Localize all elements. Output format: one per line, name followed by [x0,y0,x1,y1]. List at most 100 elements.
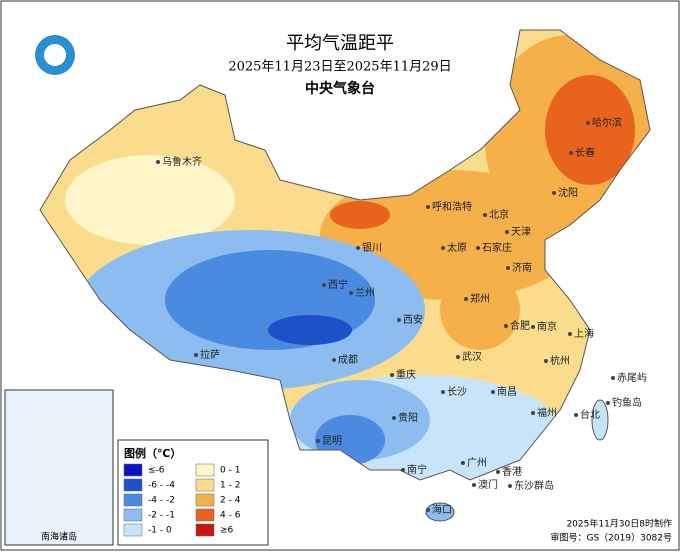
footer-approval: 审图号：GS（2019）3082号 [551,532,673,544]
legend-label: ≥6 [220,526,234,536]
title: 平均气温距平 [286,33,394,54]
subtitle: 2025年11月23日至2025年11月29日 [228,60,451,75]
legend-label: ≤-6 [148,466,165,476]
city-dot [483,213,487,217]
city-label: 西宁 [328,278,348,291]
city-label: 上海 [574,327,594,340]
city-dot [461,461,465,465]
city-label: 兰州 [355,286,375,299]
legend-label: 2 - 4 [220,496,241,506]
legend-title: 图例（℃） [124,446,181,460]
city-label: 太原 [447,241,467,254]
legend-swatch [123,523,143,537]
city-label: 海口 [432,503,452,516]
legend-swatch [195,463,215,477]
city-label: 福州 [537,406,557,419]
city-label: 赤尾屿 [617,372,647,384]
city-dot [505,230,509,234]
legend-swatch [195,523,215,537]
city-label: 台北 [580,408,600,421]
city-dot [568,332,572,336]
inset-label: 南海诸岛 [41,531,77,543]
city-label: 长春 [575,147,595,159]
legend-label: -6 - -4 [148,481,175,491]
city-dot [397,318,401,322]
city-dot [456,355,460,359]
city-dot [356,246,360,250]
city-label: 重庆 [396,368,416,381]
city-dot [349,291,353,295]
city-dot [441,246,445,250]
city-dot [586,121,590,125]
city-label: 东沙群岛 [514,479,554,492]
city-dot [316,439,320,443]
city-dot [531,325,535,329]
city-label: 沈阳 [558,186,578,199]
legend-label: 0 - 1 [220,466,240,476]
city-dot [156,160,160,164]
city-dot [194,353,198,357]
city-label: 石家庄 [482,241,512,254]
city-label: 香港 [502,466,522,478]
legend-label: -1 - 0 [148,526,172,536]
city-label: 南京 [537,320,557,333]
city-label: 钓鱼岛 [612,396,642,409]
legend-swatch [123,493,143,507]
city-label: 呼和浩特 [432,201,472,213]
city-label: 西安 [403,313,423,326]
legend-swatch [195,478,215,492]
city-dot [392,416,396,420]
city-dot [569,151,573,155]
city-label: 贵阳 [398,411,418,424]
legend-swatch [123,478,143,492]
city-dot [332,358,336,362]
city-dot [506,266,510,270]
city-dot [611,376,615,380]
city-label: 乌鲁木齐 [162,155,202,168]
city-label: 合肥 [510,319,530,332]
city-dot [544,359,548,363]
footer-made: 2025年11月30日8时制作 [566,518,672,530]
city-dot [504,324,508,328]
hainan [425,502,455,522]
city-dot [472,483,476,487]
city-dot [476,246,480,250]
legend-frame [117,439,269,546]
city-dot [441,390,445,394]
legend-label: 1 - 2 [220,481,240,491]
city-label: 济南 [512,261,532,274]
city-dot [322,283,326,287]
legend-label: -4 - -2 [148,496,175,506]
city-dot [508,484,512,488]
city-dot [531,411,535,415]
logo-inner [44,44,66,66]
legend-swatch [123,463,143,477]
city-dot [496,470,500,474]
city-dot [574,413,578,417]
city-dot [491,390,495,394]
city-dot [552,191,556,195]
taiwan [591,399,609,441]
city-label: 郑州 [470,292,490,305]
city-label: 南宁 [407,463,427,476]
city-dot [390,373,394,377]
agency: 中央气象台 [305,80,375,97]
city-label: 昆明 [322,435,342,447]
legend-swatch [195,493,215,507]
city-label: 成都 [338,354,358,366]
city-label: 拉萨 [200,348,220,361]
city-dot [426,508,430,512]
city-dot [464,297,468,301]
city-label: 银川 [362,241,382,254]
city-label: 长沙 [447,386,467,398]
city-dot [401,468,405,472]
city-label: 南昌 [497,385,517,398]
city-label: 北京 [489,208,509,221]
legend-swatch [123,508,143,522]
city-label: 杭州 [550,354,570,367]
legend-label: 4 - 6 [220,511,241,521]
inset-frame [4,389,114,546]
city-label: 武汉 [462,350,482,363]
